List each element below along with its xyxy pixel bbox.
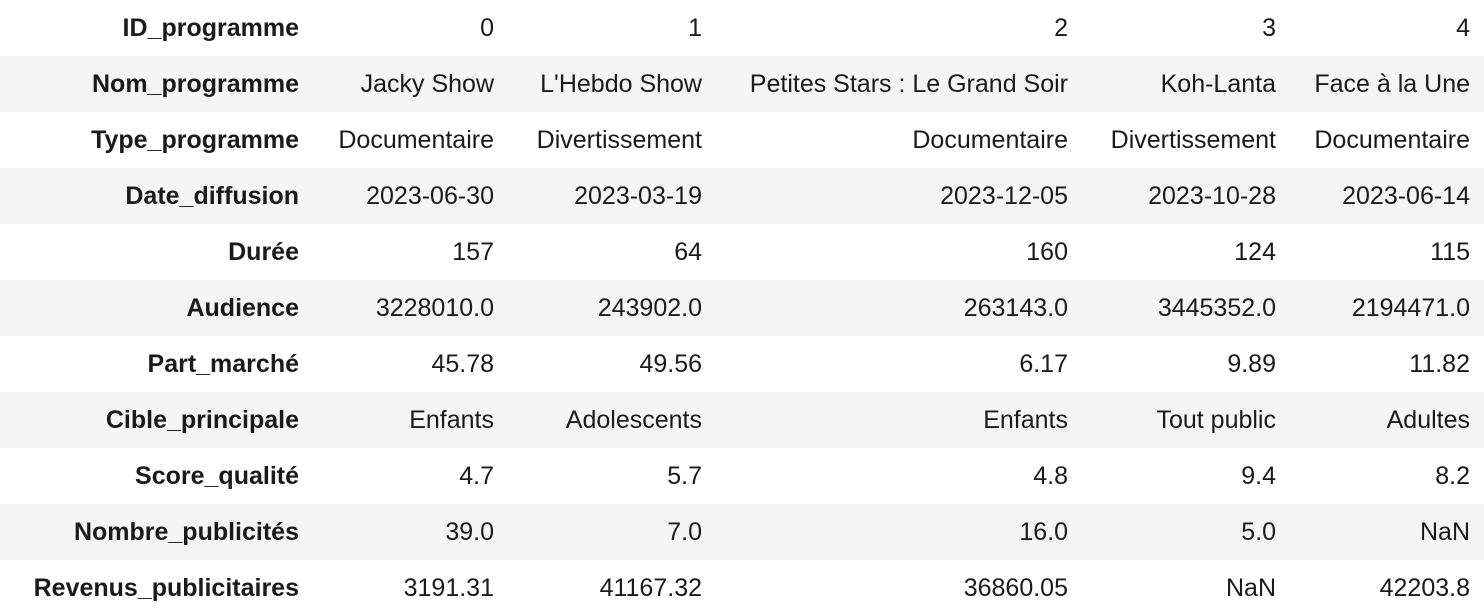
row-label: Nom_programme (92, 69, 299, 98)
row-label: Date_diffusion (125, 181, 299, 210)
table-row: Revenus_publicitaires 3191.31 41167.32 3686… (0, 560, 1484, 616)
table-row: Type_programme Documentaire Divertissement… (0, 112, 1484, 168)
table-cell: Documentaire (338, 125, 494, 154)
table-cell: Divertissement (536, 125, 702, 154)
table-cell: 36860.05 (963, 573, 1068, 602)
table-cell: Documentaire (1314, 125, 1470, 154)
table-cell: Documentaire (912, 125, 1068, 154)
table-cell: Tout public (1156, 405, 1276, 434)
table-cell: Koh-Lanta (1160, 69, 1276, 98)
row-label: Part_marché (147, 349, 299, 378)
table-cell: 2023-12-05 (940, 181, 1068, 210)
table-cell: NaN (1225, 573, 1276, 602)
row-label: Revenus_publicitaires (33, 573, 299, 602)
table-cell: 2023-03-19 (574, 181, 702, 210)
table-cell: Enfants (983, 405, 1068, 434)
table-cell: 7.0 (667, 517, 702, 546)
table-cell: 9.89 (1227, 349, 1276, 378)
table-cell: Petites Stars : Le Grand Soir (749, 69, 1068, 98)
table-cell: 49.56 (639, 349, 702, 378)
table-cell: 4.8 (1033, 461, 1068, 490)
row-label: Cible_principale (105, 405, 299, 434)
table-cell: Jacky Show (360, 69, 494, 98)
table-cell: Enfants (409, 405, 494, 434)
table-cell: Divertissement (1110, 125, 1276, 154)
table-cell: 2194471.0 (1351, 293, 1470, 322)
table-cell: 6.17 (1019, 349, 1068, 378)
table-cell: 5.7 (667, 461, 702, 490)
table-cell: 2023-06-30 (366, 181, 494, 210)
table-row: Cible_principale Enfants Adolescents Enfant… (0, 392, 1484, 448)
table-row: Date_diffusion 2023-06-30 2023-03-19 2023-1… (0, 168, 1484, 224)
table-cell: 39.0 (445, 517, 494, 546)
table-cell: Adultes (1386, 405, 1470, 434)
table-cell: 11.82 (1409, 349, 1470, 378)
table-cell: 2 (1054, 13, 1068, 42)
table-row: ID_programme 0 1 2 3 4 (0, 0, 1484, 56)
table-row: Nombre_publicités 39.0 7.0 16.0 5.0 NaN (0, 504, 1484, 560)
table-cell: 3191.31 (403, 573, 494, 602)
table-cell: 160 (1026, 237, 1068, 266)
table-cell: 243902.0 (597, 293, 702, 322)
table-row: Durée 157 64 160 124 115 (0, 224, 1484, 280)
row-label: Type_programme (91, 125, 299, 154)
row-label: Durée (228, 237, 299, 266)
table-cell: 115 (1430, 237, 1470, 266)
table-cell: 9.4 (1241, 461, 1276, 490)
table-cell: 263143.0 (963, 293, 1068, 322)
table-cell: 64 (674, 237, 702, 266)
table-cell: L'Hebdo Show (540, 69, 702, 98)
table-cell: 3445352.0 (1157, 293, 1276, 322)
table-cell: 8.2 (1435, 461, 1470, 490)
table-cell: Face à la Une (1314, 69, 1470, 98)
table-cell: 2023-06-14 (1342, 181, 1470, 210)
table-cell: 4.7 (459, 461, 494, 490)
table-cell: 1 (688, 13, 702, 42)
table-cell: 4 (1456, 13, 1470, 42)
table-cell: 2023-10-28 (1148, 181, 1276, 210)
table-cell: 124 (1234, 237, 1276, 266)
table-cell: 45.78 (431, 349, 494, 378)
table-cell: 16.0 (1019, 517, 1068, 546)
table-cell: 3 (1262, 13, 1276, 42)
table-row: Score_qualité 4.7 5.7 4.8 9.4 8.2 (0, 448, 1484, 504)
table-cell: 5.0 (1241, 517, 1276, 546)
table-cell: 41167.32 (599, 573, 702, 602)
row-label: Nombre_publicités (73, 517, 299, 546)
table-cell: Adolescents (565, 405, 702, 434)
table-cell: 42203.8 (1379, 573, 1470, 602)
table-cell: 0 (480, 13, 494, 42)
table-cell: 3228010.0 (375, 293, 494, 322)
row-label: Audience (186, 293, 299, 322)
table-row: Nom_programme Jacky Show L'Hebdo Show Petit… (0, 56, 1484, 112)
table-cell: 157 (452, 237, 494, 266)
row-label: Score_qualité (135, 461, 299, 490)
row-label: ID_programme (122, 13, 299, 42)
table-cell: NaN (1419, 517, 1470, 546)
table-row: Part_marché 45.78 49.56 6.17 9.89 11.82 (0, 336, 1484, 392)
table-row: Audience 3228010.0 243902.0 263143.0 3445352… (0, 280, 1484, 336)
